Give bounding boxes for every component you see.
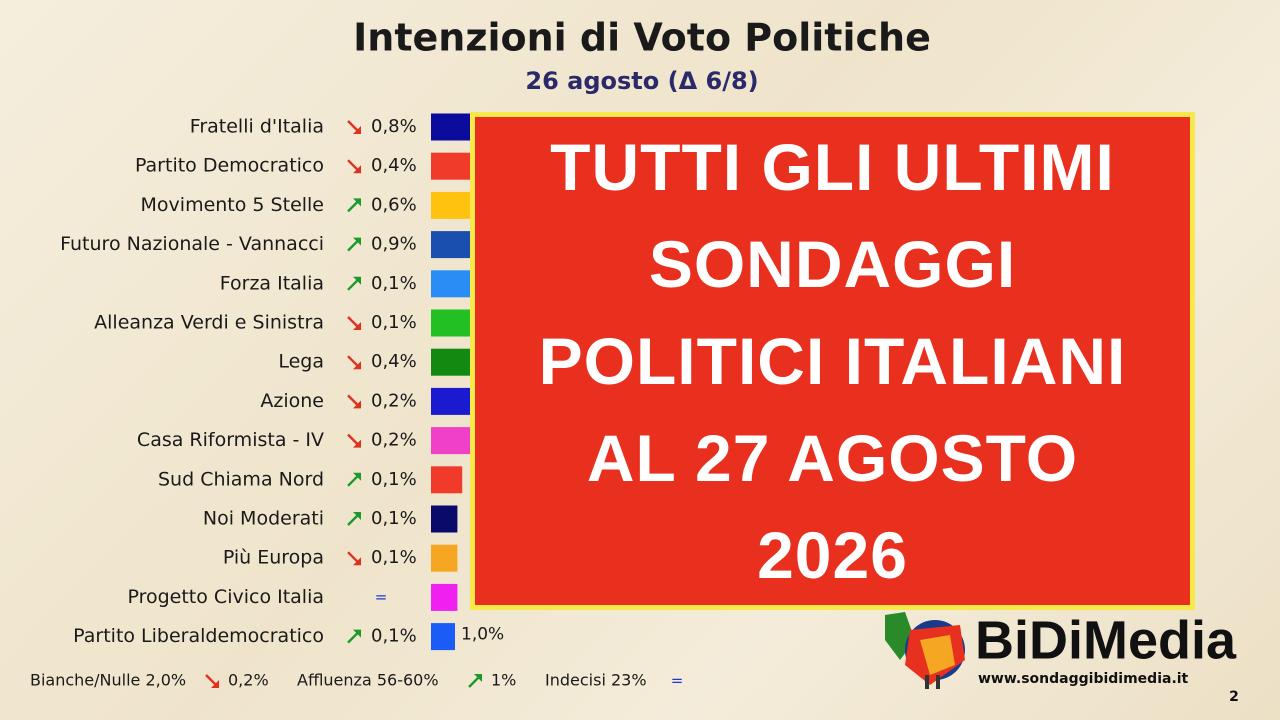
trend-arrow — [347, 198, 361, 213]
change-label: 0,2% — [371, 390, 417, 411]
category-label: Casa Riformista - IV — [137, 429, 324, 451]
trend-arrow — [347, 355, 361, 370]
bar — [431, 583, 458, 611]
category-label: Noi Moderati — [203, 508, 324, 530]
footer-label: Bianche/Nulle 2,0% — [30, 671, 186, 690]
change-label: 0,6% — [371, 194, 417, 215]
trend-arrow — [347, 120, 361, 134]
trend-arrow — [347, 512, 361, 526]
trend-arrow — [347, 629, 361, 644]
trend-arrow — [468, 674, 482, 688]
bar — [431, 466, 463, 494]
change-label: 0,9% — [371, 234, 417, 255]
trend-arrow — [347, 433, 361, 448]
category-label: Partito Liberaldemocratico — [73, 625, 324, 647]
change-label: 0,8% — [371, 116, 417, 137]
change-label: 0,4% — [371, 351, 417, 372]
trend-arrow — [347, 316, 361, 330]
logo-name: BiDiMedia — [975, 610, 1237, 670]
footer-change: 0,2% — [228, 671, 269, 690]
overlay-line: AL 27 AGOSTO — [586, 420, 1079, 495]
category-label: Azione — [260, 390, 324, 412]
category-label: Partito Democratico — [135, 155, 324, 177]
category-label: Fratelli d'Italia — [190, 116, 324, 138]
page-number: 2 — [1229, 689, 1239, 705]
change-label: = — [375, 588, 388, 606]
overlay-line: POLITICI ITALIANI — [538, 323, 1127, 398]
logo-icon — [885, 612, 965, 689]
trend-arrow — [205, 674, 219, 688]
trend-arrow — [347, 394, 361, 409]
change-label: 0,1% — [371, 508, 417, 529]
trend-arrow — [347, 276, 361, 291]
category-label: Futuro Nazionale - Vannacci — [60, 233, 324, 255]
bar — [431, 505, 458, 533]
change-label: 0,1% — [371, 469, 417, 490]
logo-url: www.sondaggibidimedia.it — [978, 671, 1189, 687]
overlay-banner: TUTTI GLI ULTIMI SONDAGGI POLITICI ITALIAN… — [470, 112, 1195, 610]
bar — [431, 623, 455, 651]
category-label: Movimento 5 Stelle — [141, 194, 324, 216]
chart-subtitle: 26 agosto (Δ 6/8) — [525, 67, 758, 95]
overlay-line: TUTTI GLI ULTIMI — [550, 129, 1115, 204]
category-label: Alleanza Verdi e Sinistra — [94, 312, 324, 334]
bar — [431, 544, 458, 572]
overlay-line: SONDAGGI — [648, 226, 1017, 301]
change-label: 0,2% — [371, 430, 417, 451]
trend-arrow — [347, 551, 361, 566]
category-label: Progetto Civico Italia — [127, 586, 324, 608]
footer-change: = — [671, 672, 684, 690]
footer-label: Indecisi 23% — [545, 671, 647, 690]
trend-arrow — [347, 237, 361, 252]
category-label: Lega — [278, 351, 324, 373]
trend-arrow — [347, 472, 361, 487]
category-label: Più Europa — [223, 547, 324, 569]
change-label: 0,1% — [371, 547, 417, 568]
value-label: 1,0% — [461, 625, 504, 645]
change-label: 0,1% — [371, 626, 417, 647]
trend-arrow — [347, 159, 361, 174]
category-label: Sud Chiama Nord — [158, 468, 324, 490]
overlay-line: 2026 — [757, 517, 908, 592]
footer-label: Affluenza 56-60% — [297, 671, 439, 690]
change-label: 0,4% — [371, 155, 417, 176]
chart-title: Intenzioni di Voto Politiche — [353, 16, 931, 60]
change-label: 0,1% — [371, 273, 417, 294]
category-label: Forza Italia — [220, 272, 324, 294]
change-label: 0,1% — [371, 312, 417, 333]
footer-change: 1% — [491, 671, 516, 690]
